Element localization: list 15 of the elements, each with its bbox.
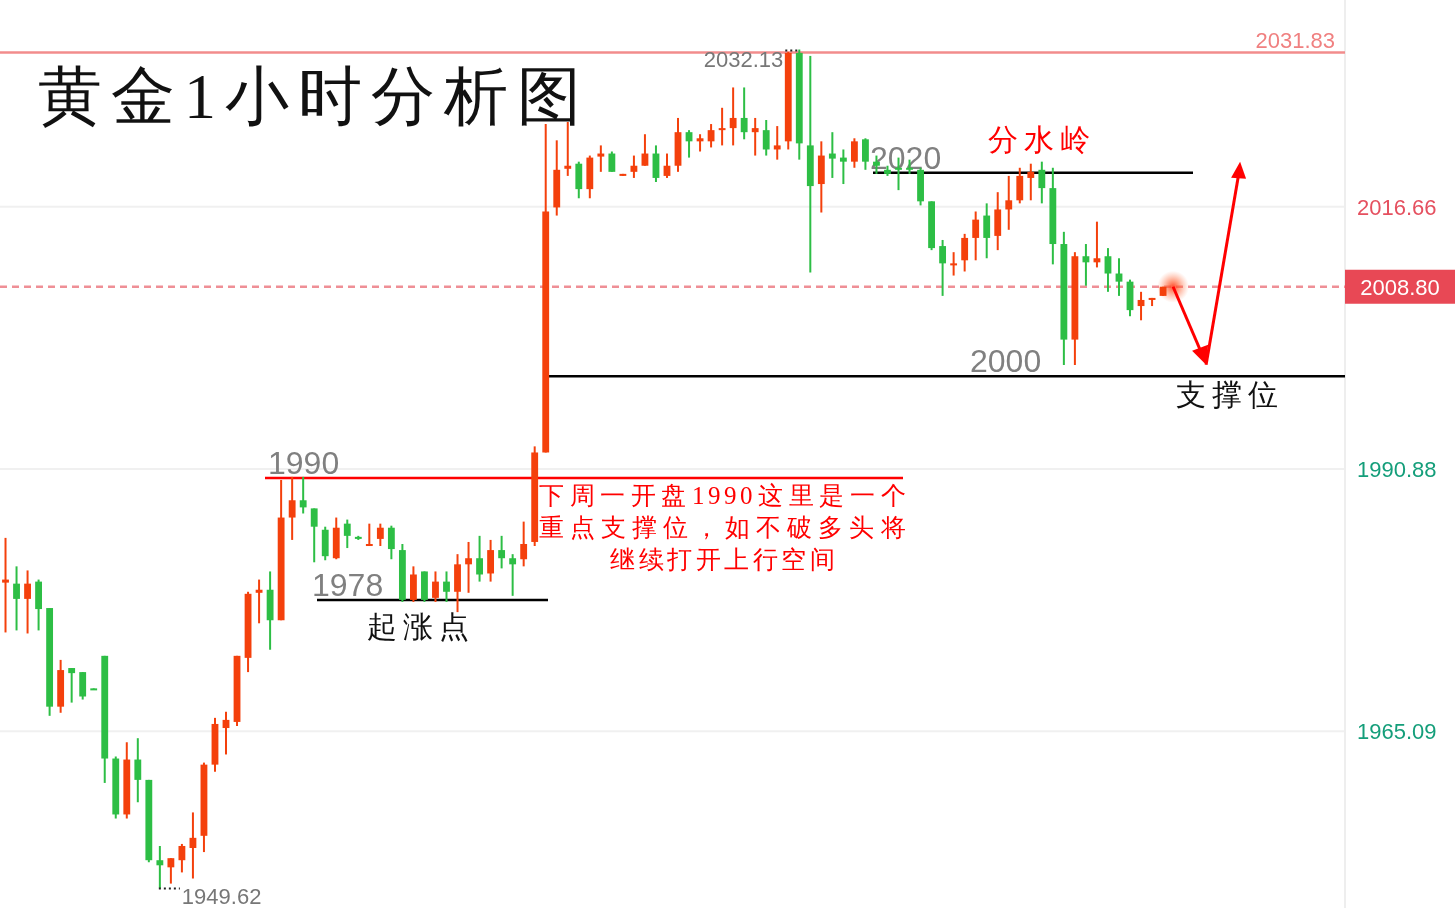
y-tick-label: 1990.88 — [1357, 456, 1437, 482]
ref-line-label: 2000 — [970, 343, 1042, 380]
annotation: 1949.62 — [181, 884, 262, 908]
y-tick-label: 1965.09 — [1357, 719, 1437, 745]
annotation: 支撑位 — [1176, 378, 1284, 411]
annotation: 下周一开盘1990这里是一个重点支撑位，如不破多头将继续打开上行空间 — [539, 481, 909, 575]
annotation: 分水岭 — [988, 122, 1096, 156]
ref-line-label: 2008.80 — [1360, 274, 1440, 300]
annotation: 2032.13 — [703, 46, 784, 72]
y-tick-label: 2016.66 — [1357, 194, 1437, 220]
ref-line-label: 2031.83 — [1255, 27, 1335, 53]
ref-line-label: 1978 — [312, 566, 384, 603]
ref-line-label: 1990 — [268, 444, 340, 481]
annotation: 起涨点 — [367, 609, 475, 643]
title: 黄金1小时分析图 — [38, 61, 590, 132]
